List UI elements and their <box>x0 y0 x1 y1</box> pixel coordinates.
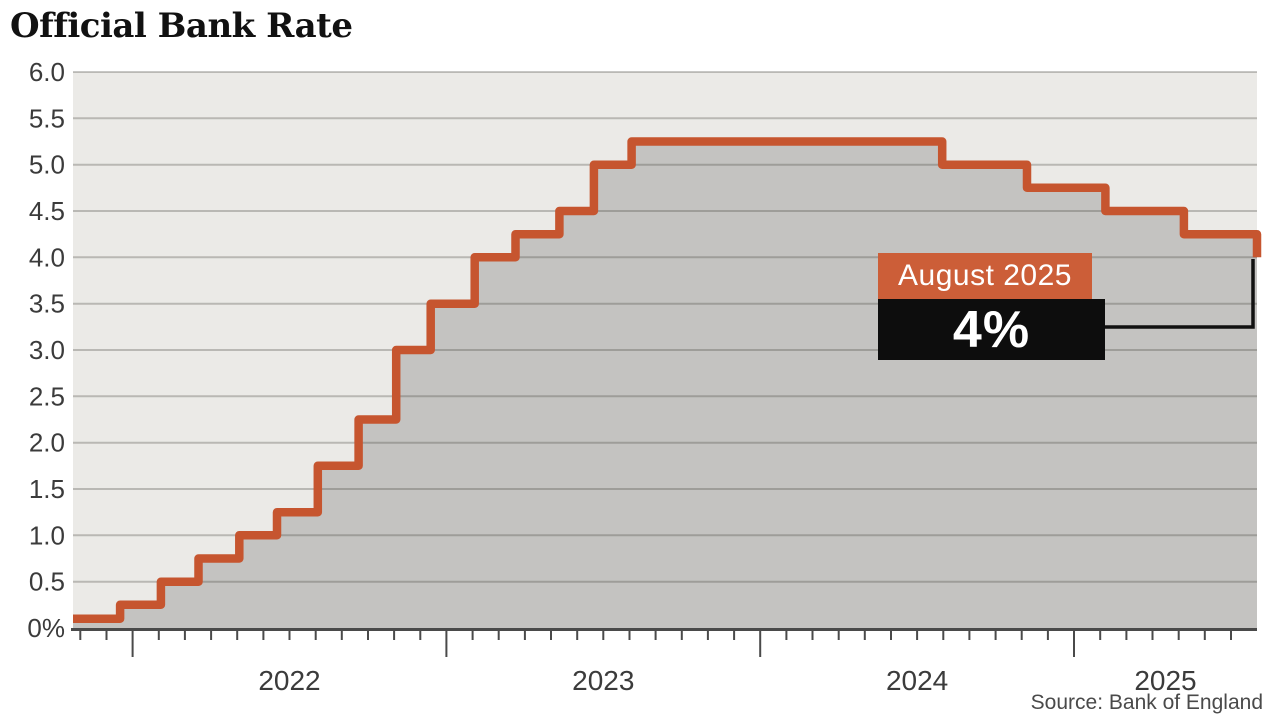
y-axis-label: 2.5 <box>29 381 65 411</box>
y-axis-label: 6.0 <box>29 57 65 87</box>
y-axis-label: 1.5 <box>29 474 65 504</box>
annotation-callout: August 2025 4% <box>878 253 1105 360</box>
x-axis-year-label: 2024 <box>886 665 948 696</box>
annotation-value-badge: 4% <box>878 299 1105 360</box>
y-axis-label: 4.0 <box>29 242 65 272</box>
y-axis-label: 0% <box>27 613 65 643</box>
x-axis-year-label: 2023 <box>572 665 634 696</box>
x-axis-year-label: 2022 <box>258 665 320 696</box>
y-axis-label: 1.0 <box>29 520 65 550</box>
y-axis-label: 2.0 <box>29 428 65 458</box>
source-credit: Source: Bank of England <box>1030 691 1263 714</box>
y-axis-label: 0.5 <box>29 567 65 597</box>
y-axis-label: 3.5 <box>29 289 65 319</box>
rate-step-line <box>73 137 1262 623</box>
y-axis-label: 4.5 <box>29 196 65 226</box>
annotation-connector <box>1105 259 1255 329</box>
y-axis-label: 3.0 <box>29 335 65 365</box>
annotation-date-badge: August 2025 <box>878 253 1092 299</box>
y-axis-label: 5.5 <box>29 103 65 133</box>
y-axis-label: 5.0 <box>29 150 65 180</box>
chart-title: Official Bank Rate <box>10 6 353 46</box>
x-axis-year-label: 2025 <box>1134 665 1196 696</box>
